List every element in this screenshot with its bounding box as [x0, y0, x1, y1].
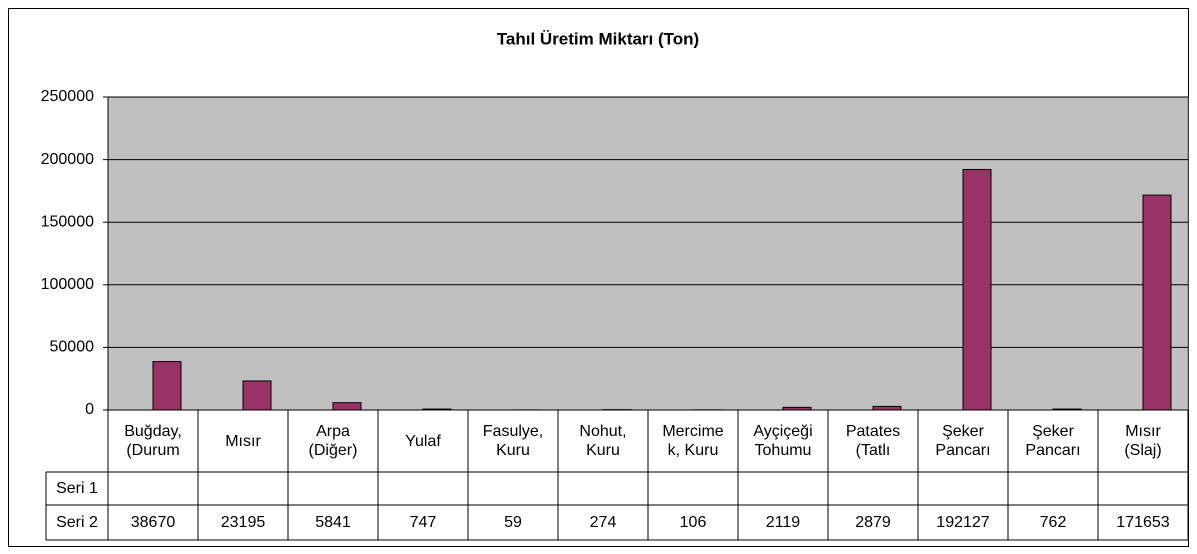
category-label: Mercime k, Kuru: [662, 423, 724, 459]
table-value-box: [198, 472, 288, 505]
y-tick-label: 100000: [41, 276, 94, 293]
table-value: [1098, 472, 1188, 505]
category-label-box: Fasulye, Kuru: [482, 423, 544, 459]
plot-area: [107, 96, 1189, 411]
table-value: [288, 472, 378, 505]
category-label-box: Buğday, (Durum: [124, 423, 182, 459]
table-value-box: [468, 472, 558, 505]
bar: [242, 380, 272, 411]
category-label-box: Ayçiçeği Tohumu: [753, 423, 813, 459]
category-label-box: Mısır (Slaj): [1124, 423, 1162, 459]
series-name-box: Seri 1: [56, 480, 98, 497]
table-value-box: 171653: [1116, 514, 1170, 531]
table-value-box: [558, 472, 648, 505]
table-value-box: 59: [504, 514, 522, 531]
y-tick-label: 50000: [50, 339, 95, 356]
table-value: 106: [679, 514, 707, 531]
category-label: Yulaf: [405, 432, 441, 450]
category-label: Şeker Pancarı: [935, 423, 991, 459]
category-label: Buğday, (Durum: [124, 423, 182, 459]
table-value-box: 762: [1039, 514, 1067, 531]
table-value-box: [378, 472, 468, 505]
table-value: [918, 472, 1008, 505]
table-value: [738, 472, 828, 505]
category-label-box: Mercime k, Kuru: [662, 423, 724, 459]
y-tick-label: 0: [85, 401, 94, 418]
table-value: 274: [589, 514, 617, 531]
table-value: 192127: [936, 514, 990, 531]
category-label-box: Şeker Pancarı: [935, 423, 991, 459]
table-value-box: 192127: [936, 514, 990, 531]
bar: [872, 405, 902, 411]
table-value-box: [1098, 472, 1188, 505]
category-label: Arpa (Diğer): [308, 423, 358, 459]
table-value-box: [288, 472, 378, 505]
table-value-box: 274: [589, 514, 617, 531]
table-value: [828, 472, 918, 505]
table-value: [378, 472, 468, 505]
table-value: 171653: [1116, 514, 1170, 531]
table-value: 2119: [765, 514, 801, 531]
category-label: Şeker Pancarı: [1025, 423, 1081, 459]
table-value: 5841: [315, 514, 351, 531]
y-tick-label: 200000: [41, 151, 94, 168]
series-name: Seri 1: [56, 480, 98, 497]
table-value: 2879: [855, 514, 891, 531]
table-value: [468, 472, 558, 505]
table-value-box: [648, 472, 738, 505]
table-value: 23195: [220, 514, 266, 531]
category-label-box: Şeker Pancarı: [1025, 423, 1081, 459]
bar: [1142, 194, 1172, 411]
table-value-box: 747: [409, 514, 437, 531]
table-value-box: [828, 472, 918, 505]
table-value-box: [738, 472, 828, 505]
table-value-box: 106: [679, 514, 707, 531]
table-value: [648, 472, 738, 505]
category-label: Ayçiçeği Tohumu: [753, 423, 813, 459]
category-label: Patates (Tatlı: [845, 423, 901, 459]
table-value: 762: [1039, 514, 1067, 531]
series-name-box: Seri 2: [56, 514, 98, 531]
table-value-box: 2119: [765, 514, 801, 531]
bar: [152, 361, 182, 411]
table-value-box: 23195: [220, 514, 266, 531]
category-label-box: Mısır: [225, 432, 261, 450]
category-label: Fasulye, Kuru: [482, 423, 544, 459]
bar: [962, 168, 992, 411]
table-value: [198, 472, 288, 505]
bar: [332, 402, 362, 411]
category-label-box: Arpa (Diğer): [308, 423, 358, 459]
table-value-box: 38670: [130, 514, 176, 531]
series-name: Seri 2: [56, 514, 98, 531]
category-label: Nohut, Kuru: [579, 423, 627, 459]
table-value-box: [108, 472, 198, 505]
table-value: 747: [409, 514, 437, 531]
chart-title: Tahıl Üretim Miktarı (Ton): [497, 29, 699, 48]
category-label-box: Yulaf: [405, 432, 441, 450]
category-label-box: Nohut, Kuru: [579, 423, 627, 459]
category-label: Mısır: [225, 432, 261, 450]
table-value-box: 2879: [855, 514, 891, 531]
y-tick-label: 150000: [41, 213, 94, 230]
table-value: 59: [504, 514, 522, 531]
table-value: 38670: [130, 514, 176, 531]
table-value: [1008, 472, 1098, 505]
table-value-box: 5841: [315, 514, 351, 531]
table-value: [108, 472, 198, 505]
table-value-box: [918, 472, 1008, 505]
table-value-box: [1008, 472, 1098, 505]
category-label: Mısır (Slaj): [1124, 423, 1162, 459]
category-label-box: Patates (Tatlı: [845, 423, 901, 459]
table-value: [558, 472, 648, 505]
y-tick-label: 250000: [41, 88, 94, 105]
